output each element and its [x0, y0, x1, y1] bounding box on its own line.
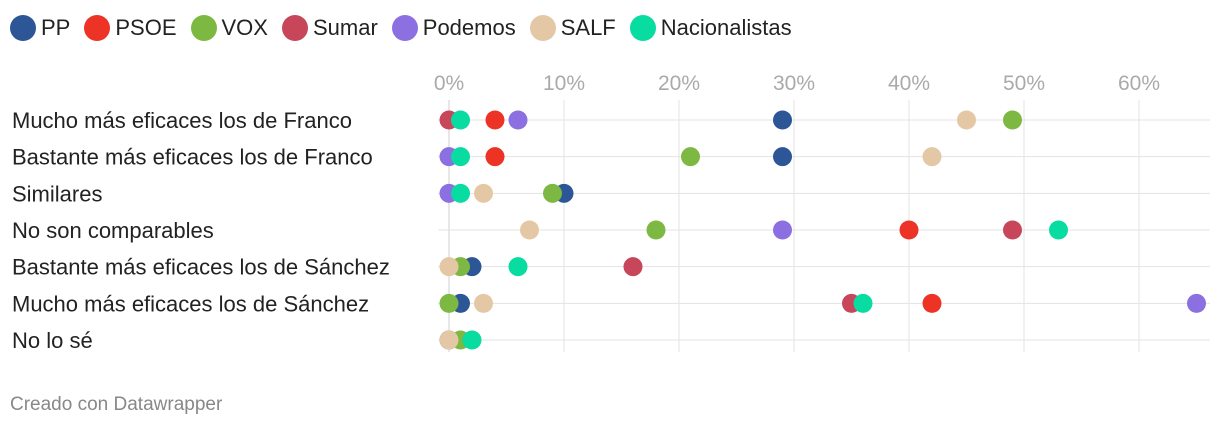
legend-swatch: [529, 15, 556, 41]
dot-psoe: [485, 147, 505, 167]
legend-label: Podemos: [422, 15, 516, 40]
legend-item-vox: VOX: [190, 15, 268, 41]
dot-podemos: [1187, 293, 1206, 313]
credit-footer: Creado con Datawrapper: [10, 394, 223, 415]
legend-swatch: [10, 15, 36, 41]
category-label: Similares: [12, 181, 102, 206]
dot-salf: [474, 293, 493, 313]
dot-podemos: [773, 220, 792, 240]
x-tick-label: 40%: [888, 72, 930, 95]
legend-swatch: [84, 15, 111, 41]
dot-vox: [439, 293, 459, 313]
dot-salf: [957, 110, 976, 130]
dot-vox: [681, 147, 700, 167]
legend-swatch: [391, 15, 418, 41]
dot-psoe: [485, 110, 505, 130]
dot-nacionalistas: [1049, 220, 1068, 240]
legend-label: SALF: [560, 15, 616, 40]
dot-nacionalistas: [462, 330, 482, 350]
legend-item-podemos: Podemos: [391, 15, 516, 41]
x-tick-label: 50%: [1003, 72, 1045, 95]
dot-nacionalistas: [451, 147, 470, 167]
category-label: No son comparables: [12, 218, 214, 243]
category-label: No lo sé: [12, 328, 93, 353]
dot-salf: [474, 183, 493, 203]
chart-legend: PP PSOE VOX Sumar Podemos SALF Nacionalistas: [10, 12, 806, 44]
x-tick-label: 30%: [773, 72, 815, 95]
legend-item-salf: SALF: [529, 15, 616, 41]
legend-label: PP: [41, 15, 71, 40]
dot-vox: [1003, 110, 1022, 130]
dot-nacionalistas: [508, 257, 528, 277]
dot-nacionalistas: [451, 183, 470, 203]
legend-item-nacionalistas: Nacionalistas: [629, 15, 792, 41]
category-label: Mucho más eficaces los de Franco: [12, 108, 352, 133]
dot-salf: [922, 147, 942, 167]
dot-nacionalistas: [451, 110, 470, 130]
x-tick-label: 10%: [543, 72, 585, 95]
dot-sumar: [623, 257, 643, 277]
x-tick-label: 60%: [1118, 72, 1160, 95]
dot-vox: [543, 183, 562, 203]
category-label: Bastante más eficaces los de Sánchez: [12, 255, 390, 280]
legend-item-pp: PP: [10, 15, 70, 41]
x-tick-label: 20%: [658, 72, 700, 95]
dot-psoe: [899, 220, 919, 240]
legend-swatch: [629, 15, 656, 41]
legend-label: Nacionalistas: [660, 15, 792, 40]
legend-item-sumar: Sumar: [281, 15, 378, 41]
legend-label: Sumar: [312, 15, 378, 40]
dot-salf: [439, 257, 459, 277]
legend-item-psoe: PSOE: [84, 15, 177, 41]
dot-pp: [773, 110, 792, 130]
dot-nacionalistas: [853, 293, 873, 313]
dot-psoe: [922, 293, 942, 313]
legend-label: VOX: [221, 15, 268, 40]
x-tick-label: 0%: [434, 72, 464, 95]
dot-salf: [439, 330, 459, 350]
legend-swatch: [190, 15, 217, 41]
dot-podemos: [508, 110, 528, 130]
category-label: Bastante más eficaces los de Franco: [12, 145, 373, 170]
legend-swatch: [281, 15, 308, 41]
category-label: Mucho más eficaces los de Sánchez: [12, 291, 369, 316]
dot-sumar: [1003, 220, 1022, 240]
legend-label: PSOE: [115, 15, 177, 40]
dot-vox: [646, 220, 666, 240]
dot-salf: [520, 220, 539, 240]
dot-pp: [773, 147, 792, 167]
